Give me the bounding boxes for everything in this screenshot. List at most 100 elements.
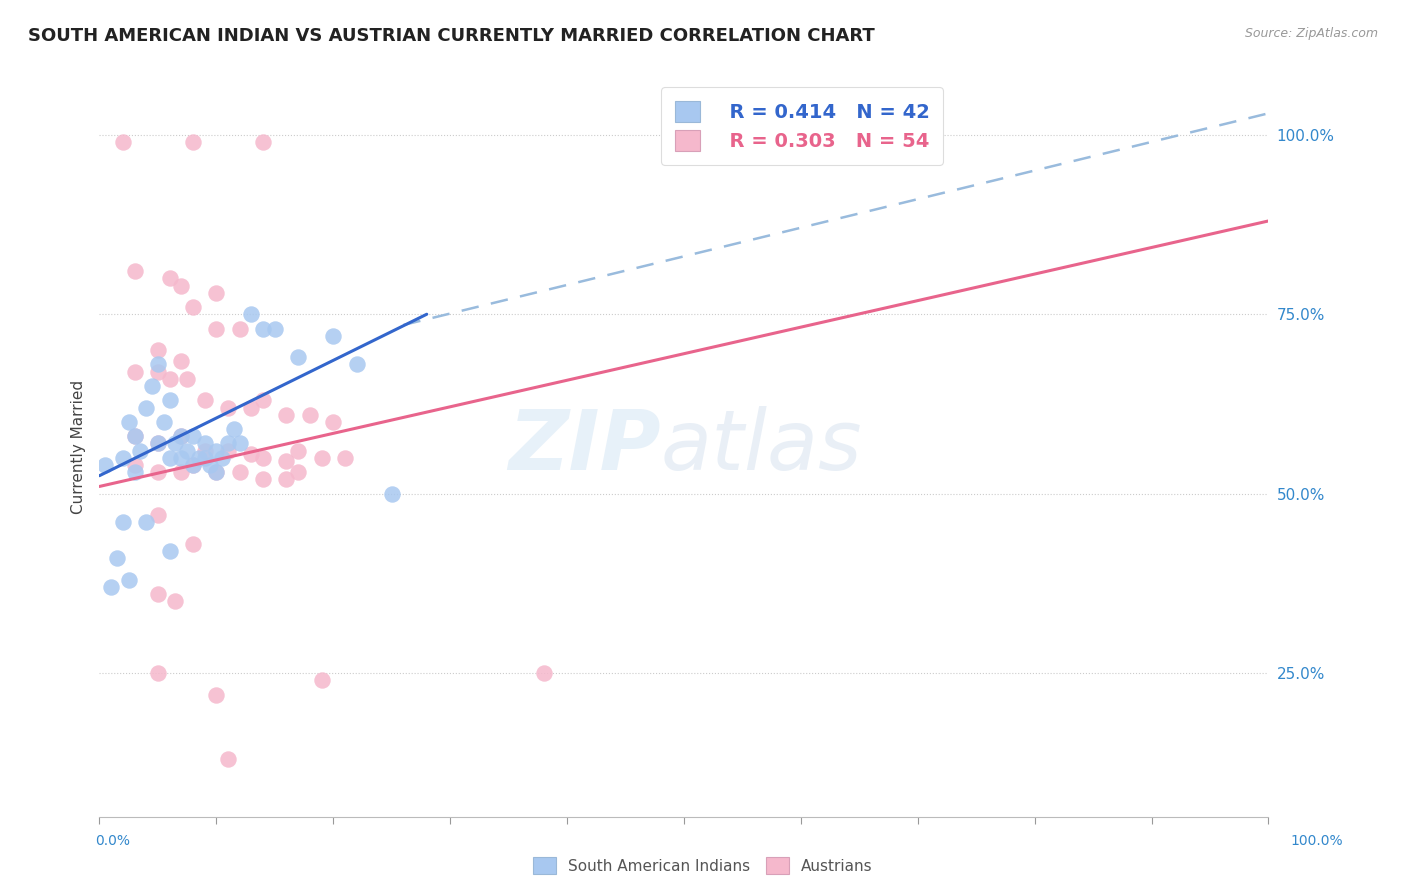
Point xyxy=(129,443,152,458)
Point xyxy=(135,401,157,415)
Point xyxy=(100,580,122,594)
Point xyxy=(205,443,228,458)
Text: Source: ZipAtlas.com: Source: ZipAtlas.com xyxy=(1244,27,1378,40)
Text: 0.0%: 0.0% xyxy=(96,834,131,848)
Point xyxy=(181,458,204,472)
Point xyxy=(176,372,198,386)
Legend: South American Indians, Austrians: South American Indians, Austrians xyxy=(527,851,879,880)
Point xyxy=(146,436,169,450)
Point xyxy=(252,450,274,465)
Text: atlas: atlas xyxy=(661,407,862,488)
Point xyxy=(205,285,228,300)
Point xyxy=(181,429,204,443)
Point xyxy=(181,537,204,551)
Point xyxy=(159,372,181,386)
Point xyxy=(118,573,141,587)
Point xyxy=(813,135,835,149)
Point xyxy=(111,516,134,530)
Point xyxy=(346,358,368,372)
Point xyxy=(228,465,250,479)
Point xyxy=(159,544,181,558)
Point xyxy=(205,465,228,479)
Point xyxy=(194,393,217,408)
Text: 100.0%: 100.0% xyxy=(1291,834,1343,848)
Point xyxy=(381,486,404,500)
Point xyxy=(141,379,163,393)
Point xyxy=(146,666,169,681)
Point xyxy=(194,443,217,458)
Point xyxy=(159,450,181,465)
Point xyxy=(146,587,169,601)
Point xyxy=(276,454,298,468)
Point xyxy=(146,508,169,523)
Text: SOUTH AMERICAN INDIAN VS AUSTRIAN CURRENTLY MARRIED CORRELATION CHART: SOUTH AMERICAN INDIAN VS AUSTRIAN CURREN… xyxy=(28,27,875,45)
Point xyxy=(533,666,555,681)
Point xyxy=(170,465,193,479)
Point xyxy=(217,752,239,766)
Point xyxy=(252,472,274,486)
Point xyxy=(240,401,263,415)
Point xyxy=(146,343,169,358)
Point xyxy=(170,429,193,443)
Point xyxy=(170,354,193,368)
Point xyxy=(94,458,117,472)
Point xyxy=(170,278,193,293)
Point xyxy=(263,321,285,335)
Point xyxy=(124,465,146,479)
Point xyxy=(322,415,344,429)
Point xyxy=(181,458,204,472)
Point xyxy=(111,450,134,465)
Point xyxy=(146,358,169,372)
Point xyxy=(159,393,181,408)
Point xyxy=(124,365,146,379)
Point xyxy=(287,351,309,365)
Point xyxy=(217,443,239,458)
Point xyxy=(287,465,309,479)
Point xyxy=(322,328,344,343)
Point xyxy=(276,408,298,422)
Point xyxy=(200,458,222,472)
Point xyxy=(194,450,217,465)
Point xyxy=(311,450,333,465)
Point xyxy=(228,436,250,450)
Point xyxy=(217,436,239,450)
Point xyxy=(124,458,146,472)
Point xyxy=(217,401,239,415)
Point xyxy=(333,450,356,465)
Point xyxy=(146,365,169,379)
Point xyxy=(211,450,233,465)
Point xyxy=(194,436,217,450)
Point xyxy=(170,429,193,443)
Point xyxy=(165,436,187,450)
Point xyxy=(152,415,174,429)
Point xyxy=(311,673,333,688)
Point xyxy=(228,321,250,335)
Point xyxy=(146,465,169,479)
Point xyxy=(118,415,141,429)
Point xyxy=(176,443,198,458)
Point xyxy=(287,443,309,458)
Point xyxy=(165,594,187,608)
Point xyxy=(252,135,274,149)
Point xyxy=(252,321,274,335)
Point xyxy=(159,271,181,285)
Legend:   R = 0.414   N = 42,   R = 0.303   N = 54: R = 0.414 N = 42, R = 0.303 N = 54 xyxy=(661,87,943,164)
Point xyxy=(298,408,321,422)
Point xyxy=(111,135,134,149)
Point xyxy=(205,465,228,479)
Point xyxy=(181,300,204,314)
Point xyxy=(240,307,263,321)
Point xyxy=(222,422,245,436)
Point xyxy=(252,393,274,408)
Point xyxy=(170,450,193,465)
Point xyxy=(124,264,146,278)
Point xyxy=(124,429,146,443)
Point xyxy=(240,447,263,461)
Point xyxy=(124,429,146,443)
Point xyxy=(187,450,209,465)
Point xyxy=(105,551,128,566)
Point xyxy=(181,135,204,149)
Point xyxy=(146,436,169,450)
Point xyxy=(205,321,228,335)
Y-axis label: Currently Married: Currently Married xyxy=(72,380,86,514)
